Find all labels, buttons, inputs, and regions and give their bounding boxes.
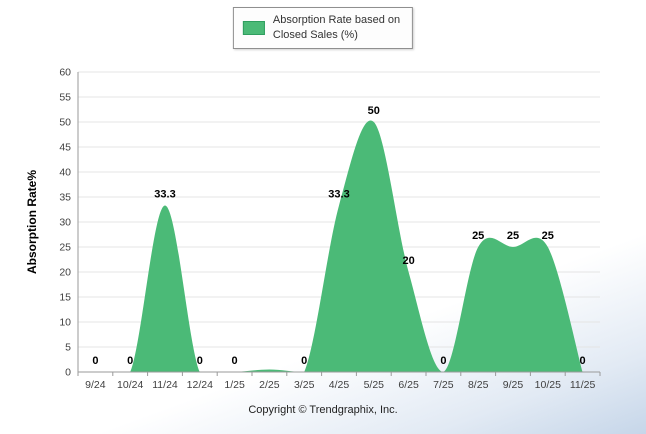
data-label: 0 <box>127 355 133 367</box>
data-label: 50 <box>368 105 380 117</box>
legend-label-line2: Closed Sales (%) <box>272 28 358 41</box>
data-label: 0 <box>232 355 238 367</box>
y-tick-label: 45 <box>59 142 71 154</box>
y-tick-label: 40 <box>59 167 71 179</box>
y-tick-label: 20 <box>59 267 71 279</box>
x-tick-label: 9/25 <box>503 379 524 391</box>
area-series <box>95 120 583 372</box>
x-tick-label: 4/25 <box>329 379 350 391</box>
x-tick-label: 11/25 <box>570 379 596 391</box>
legend-label: Absorption Rate based on Closed Sales (%) <box>273 13 400 43</box>
y-tick-label: 25 <box>59 242 71 254</box>
x-tick-label: 10/25 <box>535 379 561 391</box>
y-tick-label: 50 <box>59 117 71 129</box>
x-tick-label: 6/25 <box>398 379 419 391</box>
legend-swatch-icon <box>242 20 265 35</box>
x-tick-label: 5/25 <box>364 379 385 391</box>
data-label: 0 <box>197 355 203 367</box>
data-label: 0 <box>580 355 586 367</box>
y-tick-label: 5 <box>65 342 71 354</box>
chart-legend: Absorption Rate based on Closed Sales (%) <box>232 7 414 49</box>
x-tick-label: 11/24 <box>152 379 178 391</box>
x-tick-label: 9/24 <box>85 379 106 391</box>
copyright-text: Copyright © Trendgraphix, Inc. <box>248 404 398 416</box>
data-label: 33.3 <box>154 189 175 201</box>
x-tick-label: 12/24 <box>187 379 213 391</box>
data-label: 33.3 <box>328 189 349 201</box>
y-tick-label: 10 <box>59 317 71 329</box>
data-label: 25 <box>507 230 519 242</box>
y-tick-label: 55 <box>59 92 71 104</box>
x-tick-label: 3/25 <box>294 379 315 391</box>
data-label: 25 <box>472 230 484 242</box>
x-tick-label: 10/24 <box>117 379 143 391</box>
data-label: 20 <box>402 255 414 267</box>
x-tick-label: 7/25 <box>433 379 454 391</box>
y-tick-label: 0 <box>65 367 71 379</box>
y-tick-label: 35 <box>59 192 71 204</box>
x-tick-label: 2/25 <box>259 379 280 391</box>
y-tick-label: 15 <box>59 292 71 304</box>
y-tick-label: 60 <box>59 67 71 79</box>
data-label: 0 <box>92 355 98 367</box>
x-tick-label: 1/25 <box>224 379 245 391</box>
legend-label-line1: Absorption Rate based on <box>272 14 401 26</box>
x-tick-label: 8/25 <box>468 379 489 391</box>
data-label: 25 <box>542 230 554 242</box>
y-tick-label: 30 <box>59 217 71 229</box>
y-axis-title: Absorption Rate% <box>25 169 39 275</box>
data-label: 0 <box>301 355 307 367</box>
data-label: 0 <box>440 355 446 367</box>
